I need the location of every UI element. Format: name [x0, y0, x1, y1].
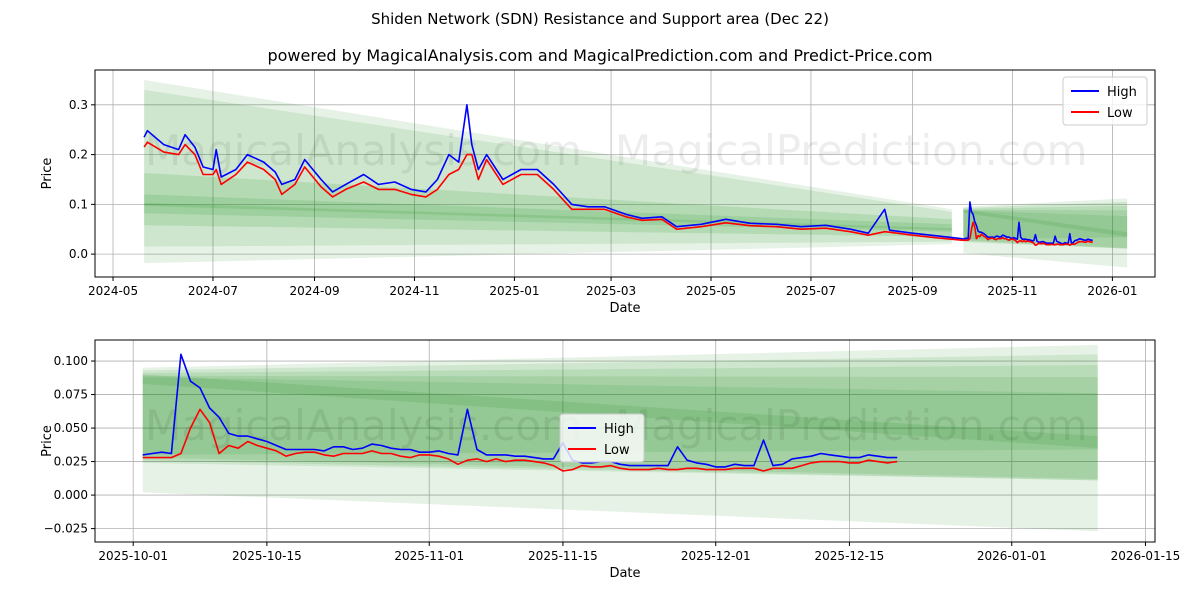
y-tick-label: 0.3: [69, 98, 88, 112]
chart-panel-full-history: MagicalAnalysis.com MagicalPrediction.com…: [40, 69, 1156, 316]
x-tick-label: 2025-10-15: [232, 549, 302, 563]
plot-frame: [94, 339, 1156, 543]
x-tick-label: 2025-12-15: [815, 549, 885, 563]
x-tick-label: 2025-05: [686, 284, 736, 298]
x-tick-label: 2025-11-15: [528, 549, 598, 563]
watermark: MagicalAnalysis.com: [145, 401, 582, 450]
support-resistance-band: [963, 210, 1128, 240]
x-tick-label: 2026-01-01: [977, 549, 1047, 563]
y-axis-label: Price: [40, 425, 55, 457]
x-tick-label: 2024-07: [188, 284, 238, 298]
x-axis-label: Date: [609, 566, 640, 581]
y-tick-label: 0.100: [54, 354, 88, 368]
x-tick-label: 2025-07: [786, 284, 836, 298]
chart-panel-recent: MagicalAnalysis.com MagicalPrediction.com…: [40, 339, 1181, 581]
legend-label-high: High: [604, 422, 634, 437]
x-tick-label: 2025-12-01: [681, 549, 751, 563]
x-tick-label: 2025-01: [489, 284, 539, 298]
legend-label-low: Low: [604, 443, 630, 458]
y-tick-label: 0.1: [69, 197, 88, 211]
y-tick-label: −0.025: [44, 522, 88, 536]
series-line-high: [143, 104, 1093, 245]
support-resistance-band: [963, 198, 1128, 268]
x-axis-label: Date: [609, 301, 640, 316]
watermark: MagicalPrediction.com: [615, 401, 1088, 450]
x-tick-label: 2025-10-01: [98, 549, 168, 563]
series-line-high: [142, 353, 898, 468]
plot-frame: [94, 69, 1156, 278]
support-resistance-band: [144, 89, 952, 247]
y-tick-label: 0.2: [69, 148, 88, 162]
series-line-low: [142, 408, 898, 472]
y-tick-label: 0.000: [54, 488, 88, 502]
support-resistance-band: [144, 79, 952, 264]
x-tick-label: 2026-01: [1087, 284, 1137, 298]
legend: High Low: [1062, 76, 1148, 126]
support-resistance-band: [963, 209, 1128, 237]
x-tick-label: 2024-09: [289, 284, 339, 298]
support-resistance-band: [963, 201, 1128, 249]
x-tick-label: 2024-05: [88, 284, 138, 298]
x-tick-label: 2025-11: [987, 284, 1037, 298]
legend: High Low: [559, 413, 645, 463]
watermark: MagicalPrediction.com: [615, 126, 1088, 175]
y-axis-label: Price: [40, 158, 55, 190]
legend-label-high: High: [1107, 85, 1137, 100]
x-tick-label: 2024-11: [389, 284, 439, 298]
x-tick-label: 2025-09: [887, 284, 937, 298]
support-resistance-band: [142, 374, 1098, 449]
series-line-low: [143, 141, 1093, 246]
y-tick-label: 0.0: [69, 247, 88, 261]
watermark: MagicalAnalysis.com: [145, 126, 582, 175]
y-tick-label: 0.075: [54, 388, 88, 402]
x-tick-label: 2026-01-15: [1111, 549, 1181, 563]
x-tick-label: 2025-03: [586, 284, 636, 298]
y-tick-label: 0.050: [54, 421, 88, 435]
legend-label-low: Low: [1107, 106, 1133, 121]
y-tick-label: 0.025: [54, 455, 88, 469]
support-resistance-band: [144, 194, 952, 232]
x-tick-label: 2025-11-01: [394, 549, 464, 563]
chart-subtitle: powered by MagicalAnalysis.com and Magic…: [267, 46, 933, 65]
chart-title: Shiden Network (SDN) Resistance and Supp…: [371, 10, 829, 28]
